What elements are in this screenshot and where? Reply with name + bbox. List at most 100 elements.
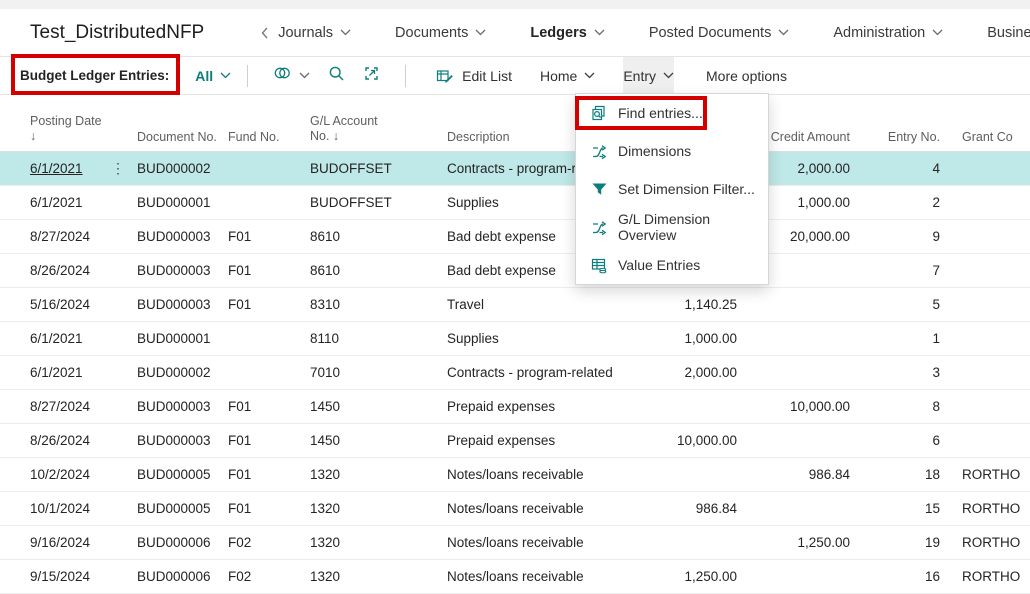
debit-amount-cell: 1,250.00 — [684, 569, 737, 584]
gl-account-cell: 1320 — [310, 501, 341, 516]
chevron-down-icon — [663, 72, 674, 79]
view-filter-all[interactable]: All — [195, 68, 231, 84]
posting-date-cell: 8/26/2024 — [30, 263, 91, 278]
table-row[interactable]: 8/26/2024 BUD000003 F01 8610 Bad debt ex… — [0, 254, 1030, 288]
description-cell: Notes/loans receivable — [447, 535, 584, 550]
edit-list-button[interactable]: Edit List — [436, 57, 512, 94]
table-row[interactable]: 6/1/2021 ⋮ BUD000002 BUDOFFSET Contracts… — [0, 152, 1030, 186]
grant-code-cell: RORTHO — [962, 569, 1021, 584]
home-menu-button[interactable]: Home — [540, 57, 595, 94]
table-row[interactable]: 6/1/2021 BUD000001 BUDOFFSET Supplies 1,… — [0, 186, 1030, 220]
debit-amount-cell: 1,000.00 — [684, 331, 737, 346]
menu-item-value-entries[interactable]: Value Entries — [576, 246, 768, 284]
nav-item-posted-documents[interactable]: Posted Documents — [649, 25, 790, 41]
chevron-down-icon — [584, 72, 595, 79]
description-cell: Bad debt expense — [447, 263, 556, 278]
grant-code-cell: RORTHO — [962, 535, 1021, 550]
column-header-gl-account-no[interactable]: G/L Account No. ↓ — [310, 114, 378, 143]
posting-date-cell: 5/16/2024 — [30, 297, 91, 312]
column-header-description[interactable]: Description — [447, 130, 510, 144]
table-row[interactable]: 8/26/2024 BUD000003 F01 1450 Prepaid exp… — [0, 424, 1030, 458]
posting-date-cell: 8/27/2024 — [30, 229, 91, 244]
venn-circles-icon — [273, 65, 292, 86]
document-no-cell: BUD000001 — [137, 331, 211, 346]
document-no-cell: BUD000003 — [137, 263, 211, 278]
credit-amount-cell: 1,250.00 — [797, 535, 850, 550]
menu-item-dimensions[interactable]: Dimensions — [576, 132, 768, 170]
gl-account-cell: 1450 — [310, 433, 341, 448]
page-title: Budget Ledger Entries: — [20, 68, 170, 83]
command-bar: Budget Ledger Entries: All — [0, 57, 1030, 95]
row-actions-ellipsis-icon[interactable]: ⋮ — [111, 160, 125, 176]
gl-dimension-overview-icon — [591, 219, 608, 236]
entry-no-cell: 1 — [932, 331, 940, 346]
fund-no-cell: F02 — [228, 569, 252, 584]
app-header: Test_DistributedNFP Journals Documents L… — [0, 9, 1030, 57]
document-no-cell: BUD000005 — [137, 501, 211, 516]
chevron-left-icon[interactable] — [260, 27, 270, 39]
gl-account-cell: BUDOFFSET — [310, 195, 392, 210]
chevron-down-icon — [594, 29, 605, 36]
posting-date-link[interactable]: 6/1/2021 — [30, 161, 83, 176]
debit-amount-cell: 986.84 — [695, 501, 737, 516]
credit-amount-cell: 20,000.00 — [789, 229, 850, 244]
posting-date-cell: 8/27/2024 — [30, 399, 91, 414]
posting-date-cell: 8/26/2024 — [30, 433, 91, 448]
entry-no-cell: 8 — [932, 399, 940, 414]
focus-mode-button[interactable] — [354, 57, 389, 94]
column-header-entry-no[interactable]: Entry No. — [887, 130, 940, 144]
credit-amount-cell: 986.84 — [808, 467, 850, 482]
nav-item-business-rules[interactable]: Business Rules — [987, 24, 1030, 41]
column-header-posting-date[interactable]: Posting Date ↓ — [30, 114, 102, 143]
nav-item-administration[interactable]: Administration — [833, 25, 943, 41]
table-row[interactable]: 9/16/2024 BUD000006 F02 1320 Notes/loans… — [0, 526, 1030, 560]
entry-no-cell: 19 — [924, 535, 940, 550]
table-row[interactable]: 10/1/2024 BUD000005 F01 1320 Notes/loans… — [0, 492, 1030, 526]
posting-date-cell: 10/2/2024 — [30, 467, 91, 482]
description-cell: Prepaid expenses — [447, 399, 556, 414]
nav-item-documents[interactable]: Documents — [395, 25, 486, 41]
menu-item-set-dimension-filter[interactable]: Set Dimension Filter... — [576, 170, 768, 208]
toolbar-divider — [247, 64, 249, 87]
column-header-document-no[interactable]: Document No. — [137, 130, 217, 144]
analyze-views-button[interactable] — [264, 57, 319, 94]
column-header-credit-amount[interactable]: Credit Amount — [770, 130, 850, 144]
menu-item-gl-dimension-overview[interactable]: G/L Dimension Overview — [576, 208, 768, 246]
table-row[interactable]: 8/27/2024 BUD000003 F01 1450 Prepaid exp… — [0, 390, 1030, 424]
description-cell: Bad debt expense — [447, 229, 556, 244]
search-button[interactable] — [319, 57, 354, 94]
gl-account-cell: 8310 — [310, 297, 341, 312]
more-options-button[interactable]: More options — [706, 67, 787, 84]
chevron-down-icon — [220, 72, 231, 79]
table-row[interactable]: 5/16/2024 BUD000003 F01 8310 Travel 1,14… — [0, 288, 1030, 322]
chevron-down-icon — [299, 72, 310, 79]
description-cell: Supplies — [447, 195, 499, 210]
document-no-cell: BUD000003 — [137, 297, 211, 312]
chevron-down-icon — [932, 29, 943, 36]
posting-date-cell: 10/1/2024 — [30, 501, 91, 516]
gl-account-link[interactable]: BUDOFFSET — [310, 161, 392, 176]
edit-list-icon — [436, 68, 454, 84]
table-row[interactable]: 6/1/2021 BUD000002 7010 Contracts - prog… — [0, 356, 1030, 390]
debit-amount-cell: 2,000.00 — [684, 365, 737, 380]
gl-account-cell: 1320 — [310, 569, 341, 584]
focus-mode-icon — [363, 65, 380, 87]
table-row[interactable]: 6/1/2021 BUD000001 8110 Supplies 1,000.0… — [0, 322, 1030, 356]
table-row[interactable]: 8/27/2024 BUD000003 F01 8610 Bad debt ex… — [0, 220, 1030, 254]
column-header-grant-code[interactable]: Grant Co — [962, 130, 1013, 144]
table-row[interactable]: 10/2/2024 BUD000005 F01 1320 Notes/loans… — [0, 458, 1030, 492]
top-navigation: Journals Documents Ledgers Posted Docume… — [260, 25, 1030, 41]
nav-item-journals[interactable]: Journals — [278, 25, 351, 41]
column-header-fund-no[interactable]: Fund No. — [228, 130, 280, 144]
description-cell: Contracts - program-related — [447, 365, 613, 380]
table-row[interactable]: 9/15/2024 BUD000006 F02 1320 Notes/loans… — [0, 560, 1030, 594]
find-entries-icon — [591, 105, 608, 122]
grant-code-cell: RORTHO — [962, 501, 1021, 516]
debit-amount-cell: 10,000.00 — [676, 433, 737, 448]
description-cell: Notes/loans receivable — [447, 569, 584, 584]
nav-item-ledgers[interactable]: Ledgers — [530, 25, 605, 41]
entry-menu-button[interactable]: Entry — [623, 57, 675, 94]
document-no-cell: BUD000003 — [137, 229, 211, 244]
menu-item-find-entries[interactable]: Find entries... — [576, 94, 768, 132]
